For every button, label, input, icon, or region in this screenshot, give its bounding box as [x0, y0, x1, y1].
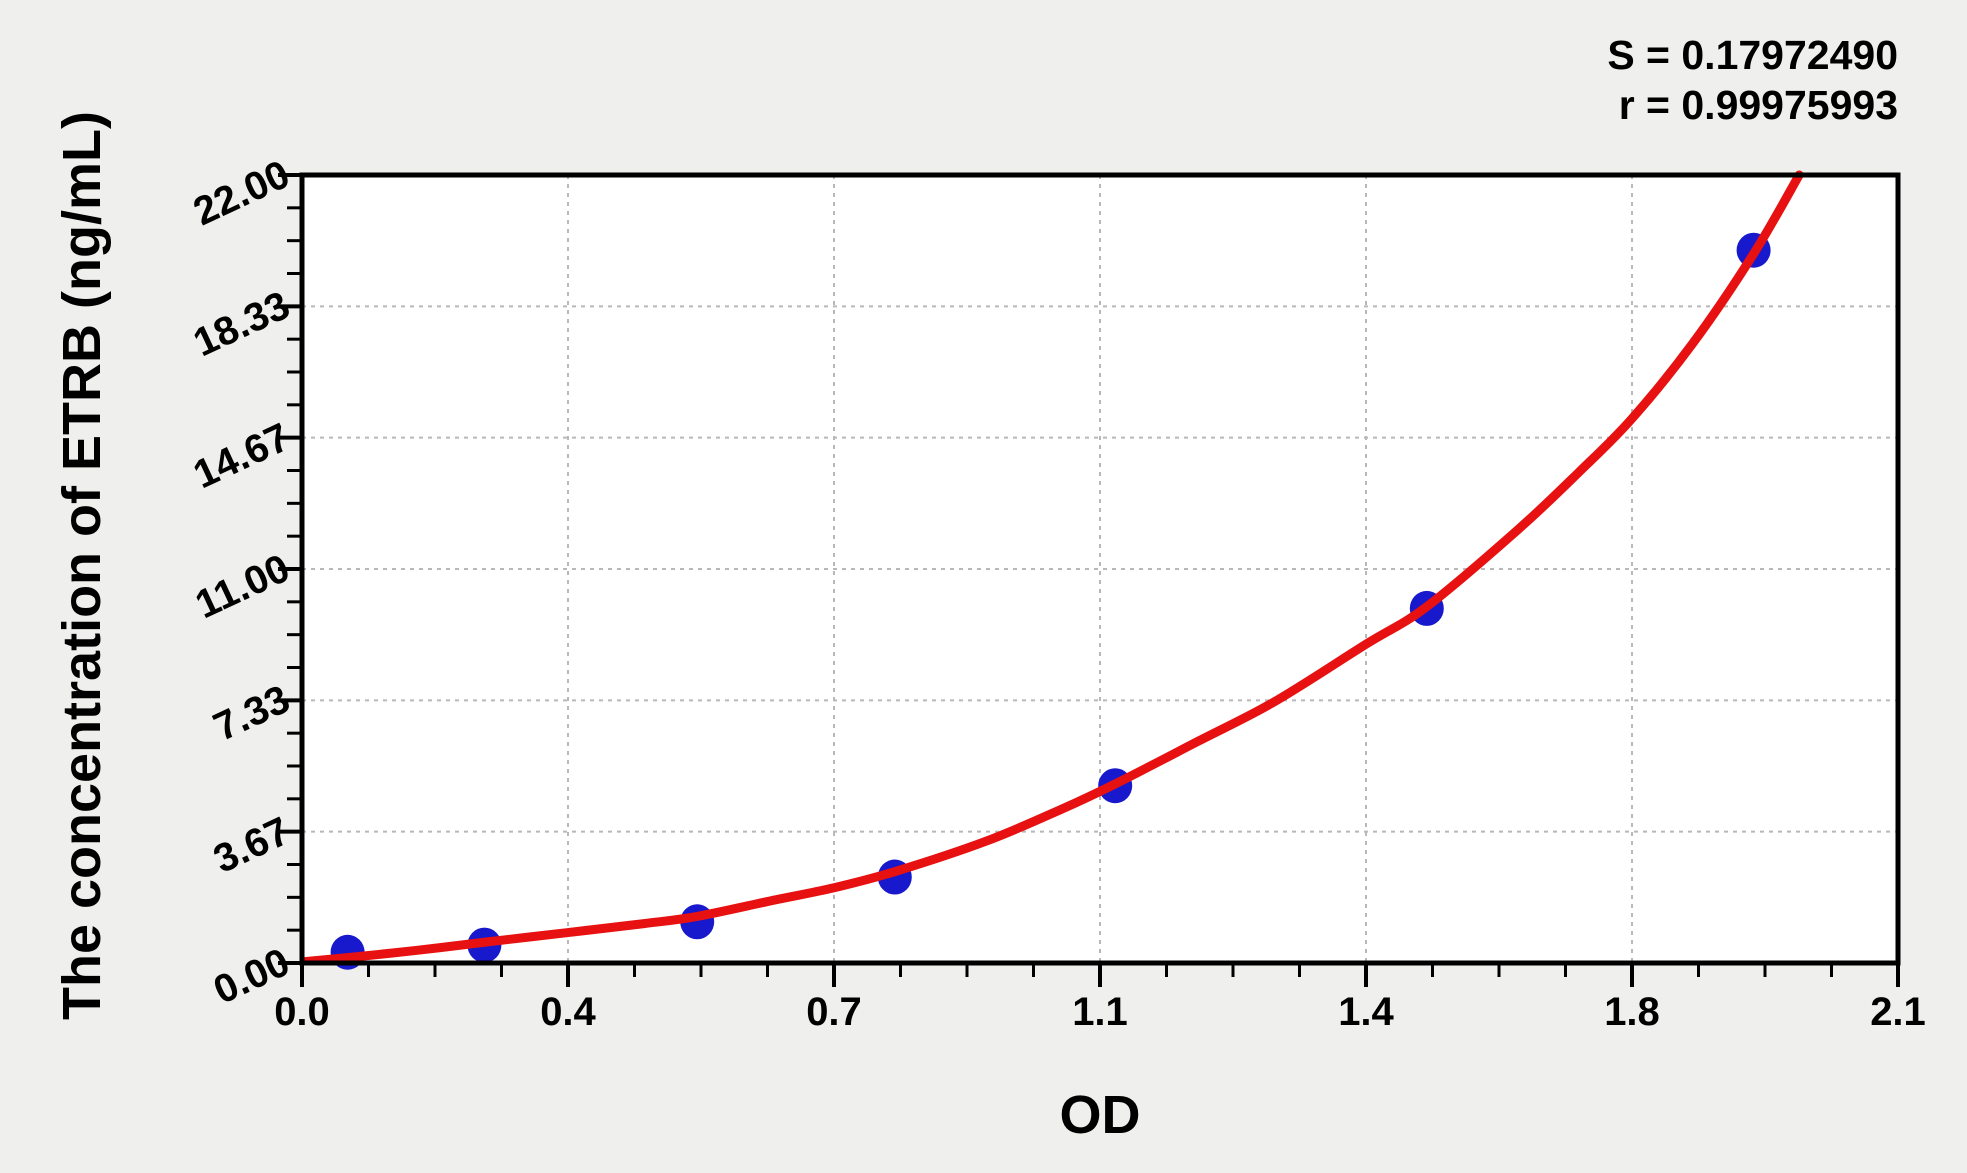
- plot-background: [302, 175, 1898, 963]
- x-tick-label: 1.4: [1338, 990, 1394, 1034]
- fit-statistics: S = 0.17972490 r = 0.99975993: [1607, 30, 1898, 130]
- y-axis-title: The concentration of ETRB (ng/mL): [52, 111, 112, 1020]
- x-tick-label: 2.1: [1870, 990, 1926, 1034]
- s-statistic: S = 0.17972490: [1607, 32, 1898, 78]
- x-tick-label: 0.4: [540, 990, 596, 1034]
- x-tick-label: 0.0: [274, 990, 330, 1034]
- r-statistic: r = 0.99975993: [1618, 82, 1898, 128]
- x-tick-label: 1.1: [1072, 990, 1128, 1034]
- x-tick-label: 0.7: [806, 990, 862, 1034]
- x-axis-title: OD: [1059, 1085, 1141, 1145]
- fitted-curve-line: [302, 170, 1804, 965]
- x-tick-label: 1.8: [1604, 990, 1660, 1034]
